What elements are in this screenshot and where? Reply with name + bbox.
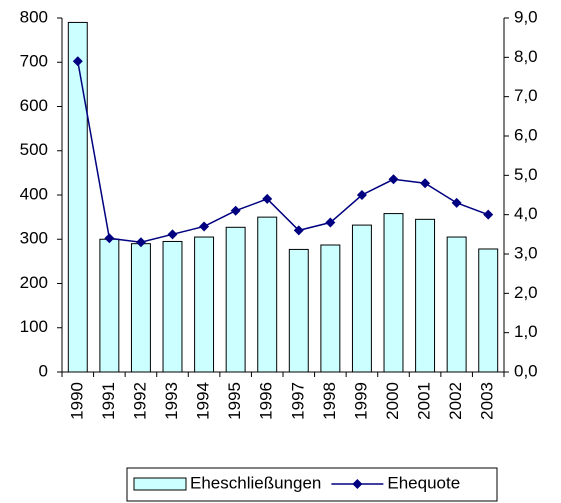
marker — [325, 217, 336, 228]
bar — [67, 21, 88, 373]
bar — [478, 248, 499, 373]
bar — [288, 248, 309, 373]
x-tick-label: 1999 — [351, 382, 370, 420]
legend-box — [126, 467, 498, 502]
bar — [415, 218, 436, 373]
bar — [320, 244, 341, 373]
y2-tick-label: 2,0 — [514, 283, 538, 302]
bar — [351, 224, 372, 373]
marker — [104, 233, 115, 244]
y2-tick-label: 8,0 — [514, 47, 538, 66]
marker — [356, 190, 367, 200]
y-tick-label: 200 — [20, 273, 48, 292]
y2-tick-label: 4,0 — [514, 204, 538, 223]
x-tick-label: 1993 — [162, 382, 181, 420]
y2-tick-label: 9,0 — [514, 7, 538, 26]
y-tick-label: 600 — [20, 96, 48, 115]
legend-marker — [352, 479, 363, 489]
marker — [230, 205, 241, 216]
y-tick-label: 0 — [39, 361, 48, 380]
bar — [225, 226, 246, 373]
y-tick-label: 700 — [20, 52, 48, 71]
bar — [257, 216, 278, 373]
y-tick-label: 100 — [20, 317, 48, 336]
bar — [99, 238, 120, 373]
marker — [388, 174, 399, 185]
y2-tick-label: 6,0 — [514, 125, 538, 144]
bar — [446, 236, 467, 373]
y-tick-label: 800 — [20, 7, 48, 26]
x-tick-label: 2003 — [478, 382, 497, 420]
y2-tick-label: 1,0 — [514, 322, 538, 341]
x-tick-label: 1992 — [130, 382, 149, 420]
marker — [483, 209, 494, 220]
marker — [293, 225, 304, 236]
bar — [383, 213, 404, 373]
x-tick-label: 1991 — [99, 382, 118, 420]
y-tick-label: 500 — [20, 140, 48, 159]
x-tick-label: 1997 — [288, 382, 307, 420]
bar — [162, 240, 183, 373]
marker — [420, 178, 431, 189]
bar — [130, 243, 151, 373]
legend-label: Eheschließungen — [190, 473, 321, 492]
x-tick-label: 1995 — [225, 382, 244, 420]
marker — [72, 56, 83, 67]
marker — [199, 221, 210, 232]
marker — [262, 193, 273, 204]
x-tick-label: 1990 — [67, 382, 86, 420]
y2-tick-label: 7,0 — [514, 86, 538, 105]
x-tick-label: 1998 — [320, 382, 339, 420]
marker — [167, 229, 178, 240]
marker — [135, 237, 146, 248]
bar — [194, 236, 215, 373]
y2-tick-label: 0,0 — [514, 361, 538, 380]
marker — [451, 197, 462, 208]
x-tick-label: 2002 — [446, 382, 465, 420]
y2-tick-label: 3,0 — [514, 243, 538, 262]
x-tick-label: 2001 — [415, 382, 434, 420]
x-tick-label: 2000 — [383, 382, 402, 420]
legend-label: Ehequote — [387, 473, 460, 492]
x-tick-label: 1994 — [194, 382, 213, 420]
legend-swatch — [133, 477, 187, 491]
y2-tick-label: 5,0 — [514, 165, 538, 184]
x-tick-label: 1996 — [257, 382, 276, 420]
y-tick-label: 400 — [20, 184, 48, 203]
y-tick-label: 300 — [20, 229, 48, 248]
line — [77, 61, 489, 243]
